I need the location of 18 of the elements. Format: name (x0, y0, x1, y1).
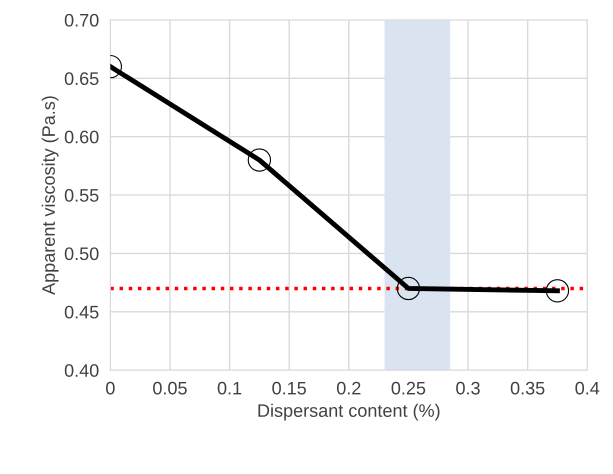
y-axis-title: Apparent viscosity (Pa.s) (42, 96, 59, 295)
x-tick-label: 0 (106, 382, 115, 395)
y-tick-label: 0.60 (64, 130, 99, 144)
x-tick-label: 0.4 (575, 382, 600, 395)
y-tick-label: 0.65 (64, 72, 98, 86)
x-axis-title: Dispersant content (%) (258, 404, 440, 421)
x-tick-label: 0.35 (510, 382, 544, 395)
y-tick-label: 0.70 (64, 14, 99, 27)
x-tick-label: 0.1 (218, 382, 242, 395)
y-tick-label: 0.45 (64, 306, 98, 319)
x-tick-label: 0.2 (336, 382, 360, 395)
y-tick-label: 0.40 (64, 364, 99, 377)
y-tick-label: 0.55 (64, 188, 98, 202)
x-tick-label: 0.25 (392, 382, 426, 395)
x-tick-label: 0.05 (153, 382, 187, 395)
x-tick-label: 0.3 (456, 382, 480, 395)
x-tick-label: 0.15 (272, 382, 306, 395)
y-tick-label: 0.50 (64, 247, 99, 260)
